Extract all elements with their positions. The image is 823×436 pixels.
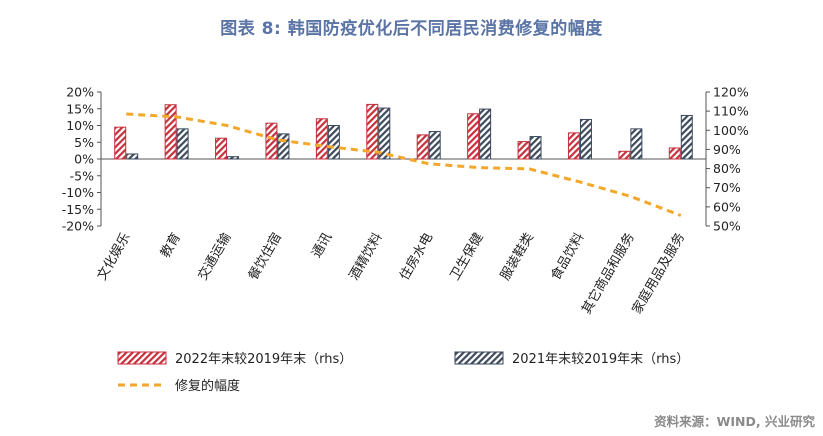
line-series bbox=[126, 112, 682, 217]
bar-2022 bbox=[467, 113, 480, 160]
x-tick-label: 食品饮料 bbox=[548, 230, 588, 283]
bar-2022 bbox=[215, 137, 228, 160]
x-tick-label: 卫生保健 bbox=[448, 231, 487, 284]
x-tick-label: 住房水电 bbox=[396, 230, 436, 283]
left-tick-label: -20% bbox=[62, 219, 94, 234]
right-tick-label: 120% bbox=[713, 85, 749, 100]
right-tick-label: 80% bbox=[713, 161, 741, 176]
bars bbox=[114, 103, 693, 160]
bar-2022 bbox=[315, 118, 328, 160]
source-note: 资料来源：WIND, 兴业研究 bbox=[654, 414, 815, 429]
bar-2021 bbox=[378, 107, 391, 160]
bar-2021 bbox=[630, 128, 643, 160]
legend-label-2021: 2021年末较2019年末（rhs） bbox=[512, 352, 689, 367]
bar-2021 bbox=[327, 125, 340, 160]
bar-2022 bbox=[114, 126, 127, 160]
bar-2022 bbox=[366, 103, 379, 160]
x-tick-labels: 文化娱乐 教育 交通运输 餐饮住宿 通讯 酒精饮料 住房水电 卫生保健 服装鞋类 食品饮料其它商品… bbox=[95, 230, 689, 317]
bar-2021 bbox=[428, 131, 441, 160]
x-tick-label: 其它商品和服务 bbox=[578, 230, 637, 317]
legend-label-recovery: 修复的幅度 bbox=[175, 378, 240, 394]
left-tick-label: -5% bbox=[70, 168, 94, 183]
bar-2021 bbox=[277, 133, 290, 160]
x-tick-label: 酒精饮料 bbox=[347, 231, 386, 284]
legend-label-2022: 2022年末较2019年末（rhs） bbox=[175, 352, 352, 367]
axes: -20% -15% -10% -5%0% 5% 10% 15%20% 50% 60% 70% 80%… bbox=[62, 85, 749, 234]
bar-2022 bbox=[265, 122, 278, 160]
legend: 2022年末较2019年末（rhs） 2021年末较2019年末（rhs） 修复的幅… bbox=[117, 351, 689, 394]
x-tick-label: 文化娱乐 bbox=[95, 231, 134, 284]
bar-2022 bbox=[668, 147, 681, 160]
left-tick-label: 0% bbox=[74, 152, 94, 167]
bar-2021 bbox=[529, 136, 542, 160]
right-tick-label: 100% bbox=[713, 123, 749, 138]
bar-2021 bbox=[579, 118, 592, 160]
right-tick-label: 90% bbox=[713, 142, 741, 157]
bar-2021 bbox=[680, 114, 693, 160]
bar-2021 bbox=[126, 153, 139, 160]
left-tick-label: 10% bbox=[66, 118, 94, 133]
x-tick-label: 服装鞋类 bbox=[497, 230, 537, 283]
right-tick-label: 70% bbox=[713, 180, 741, 195]
right-tick-label: 50% bbox=[713, 219, 741, 234]
right-tick-label: 110% bbox=[713, 104, 749, 119]
bar-2022 bbox=[517, 141, 530, 160]
bar-2021 bbox=[227, 156, 240, 160]
legend-swatch-2021 bbox=[454, 351, 504, 365]
x-tick-label: 家庭用品及服务 bbox=[629, 230, 688, 317]
bar-2022 bbox=[416, 134, 429, 160]
x-tick-label: 通讯 bbox=[309, 231, 335, 261]
bar-2022 bbox=[567, 132, 580, 160]
left-tick-label: -15% bbox=[62, 202, 94, 217]
left-tick-label: 20% bbox=[66, 85, 94, 100]
bar-2021 bbox=[479, 108, 492, 160]
x-tick-label: 教育 bbox=[157, 230, 184, 261]
bar-2021 bbox=[176, 128, 189, 160]
legend-swatch-2022 bbox=[117, 351, 167, 365]
left-tick-label: 15% bbox=[66, 101, 94, 116]
x-tick-label: 餐饮住宿 bbox=[245, 230, 285, 283]
recovery-line bbox=[126, 112, 682, 217]
left-tick-label: 5% bbox=[74, 135, 94, 150]
x-tick-label: 交通运输 bbox=[195, 230, 235, 283]
bar-2022 bbox=[164, 104, 177, 160]
right-tick-label: 60% bbox=[713, 199, 741, 214]
left-tick-label: -10% bbox=[62, 185, 94, 200]
figure-title: 图表 8: 韩国防疫优化后不同居民消费修复的幅度 bbox=[220, 19, 603, 39]
bar-2022 bbox=[618, 150, 631, 160]
